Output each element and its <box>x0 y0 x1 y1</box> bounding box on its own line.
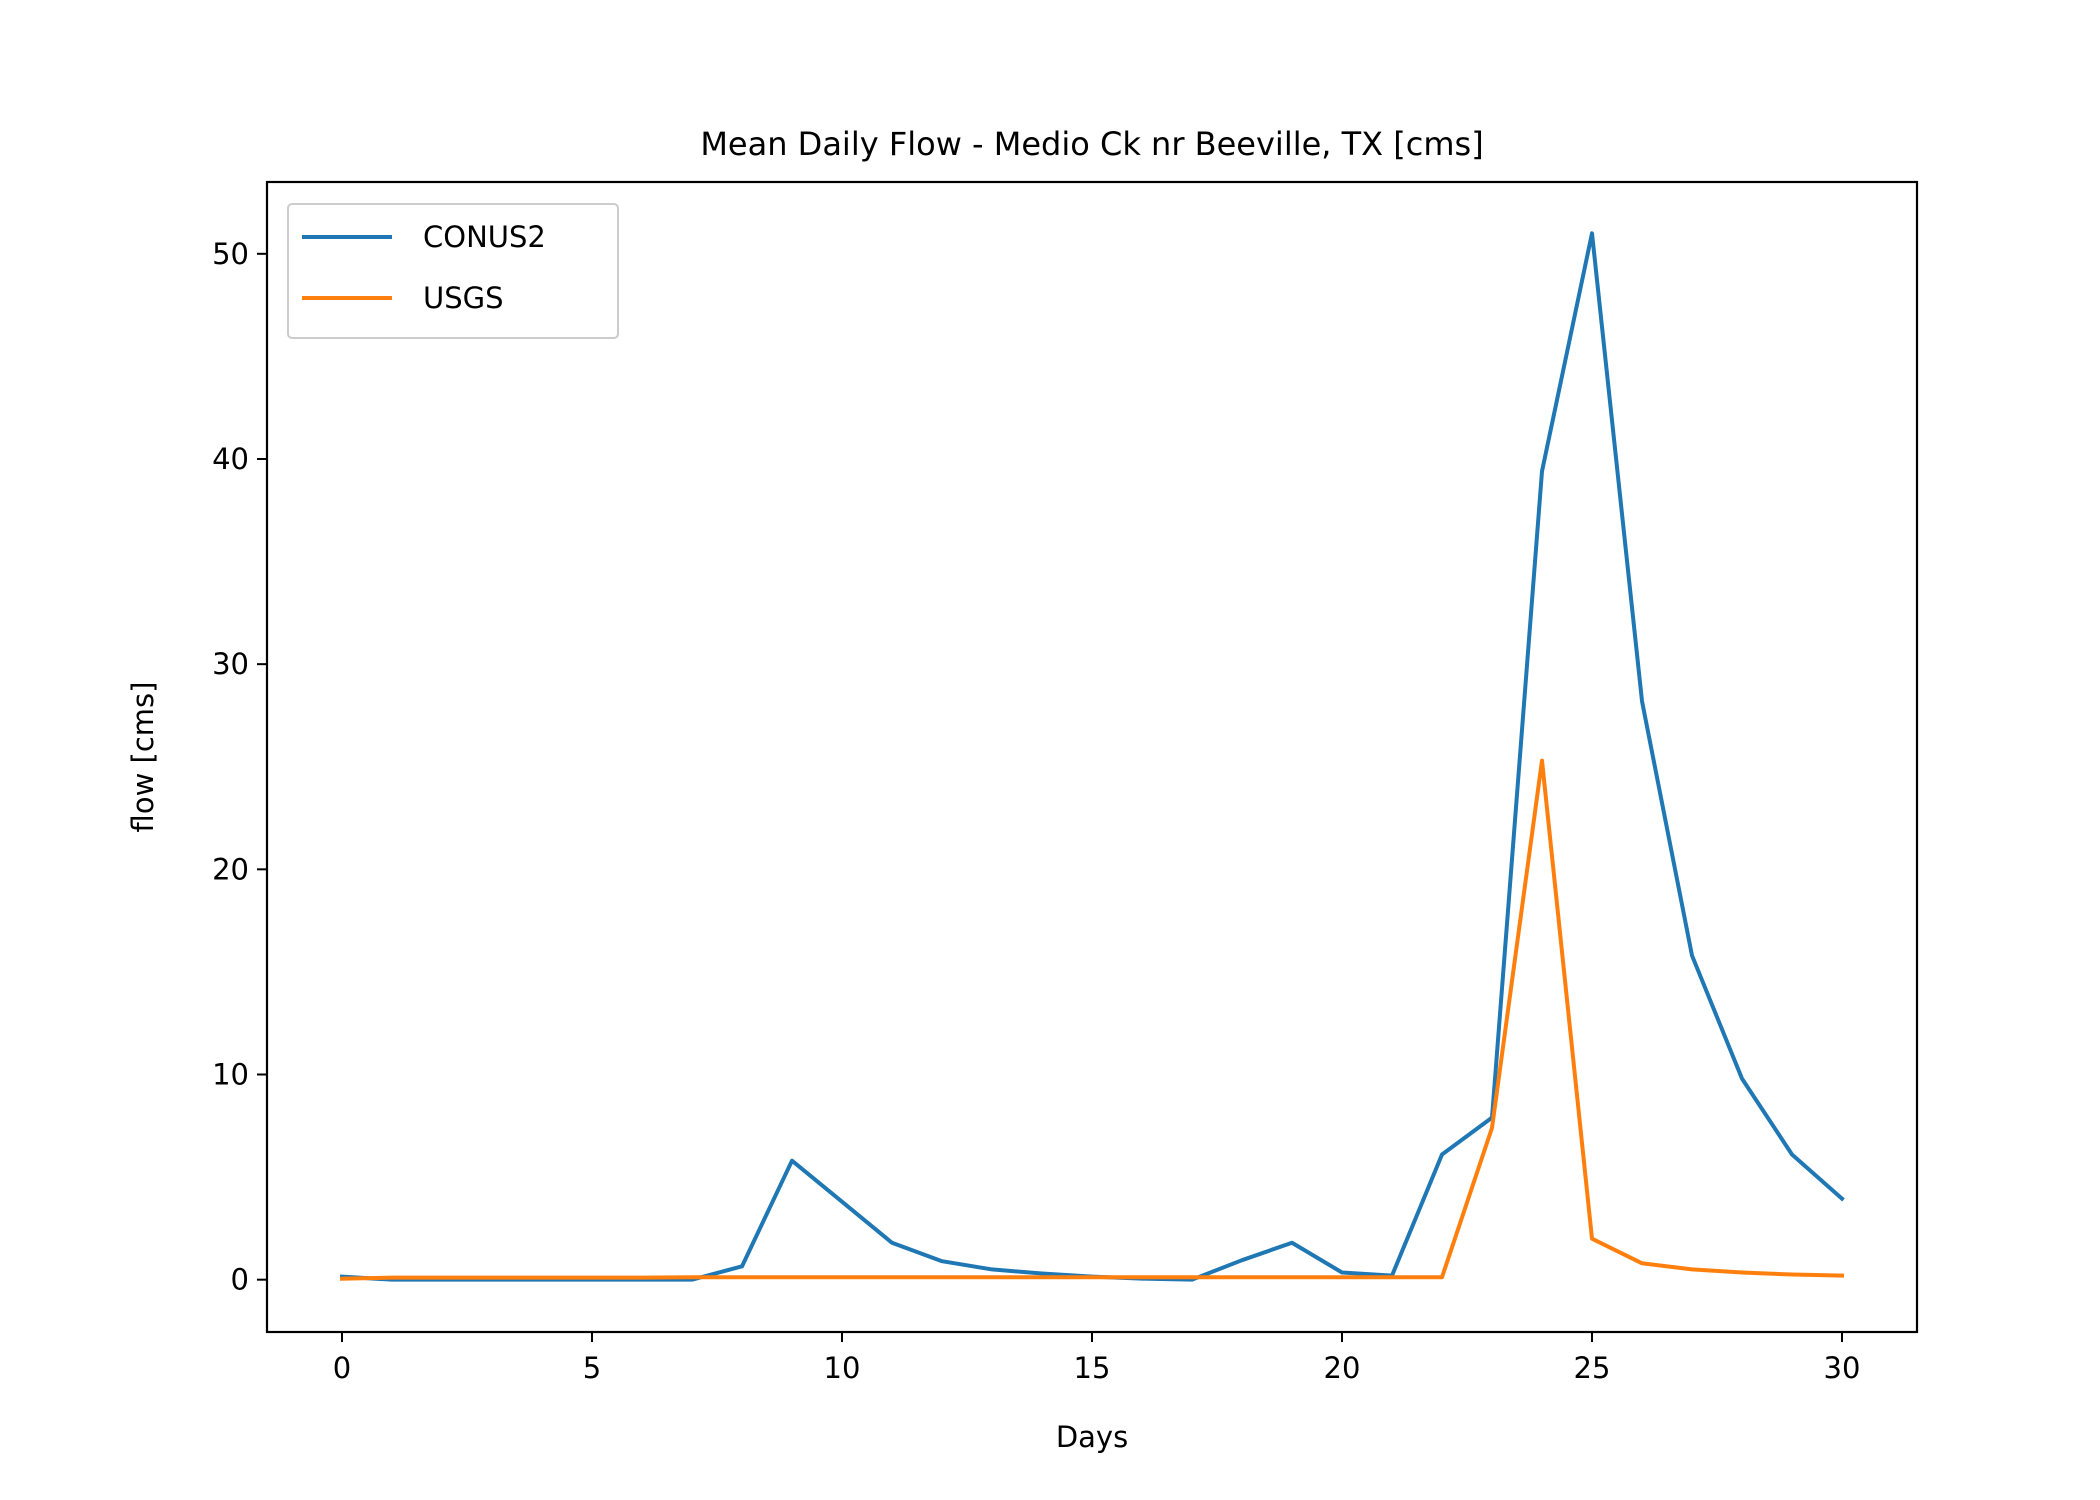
x-tick-label: 0 <box>333 1351 351 1385</box>
x-tick-label: 30 <box>1824 1351 1861 1385</box>
x-tick-label: 25 <box>1574 1351 1611 1385</box>
y-tick-label: 30 <box>212 647 249 681</box>
x-tick-label: 5 <box>583 1351 601 1385</box>
y-tick-label: 10 <box>212 1058 249 1092</box>
y-tick-label: 50 <box>212 237 249 271</box>
x-tick-label: 20 <box>1324 1351 1361 1385</box>
x-tick-label: 10 <box>824 1351 861 1385</box>
y-tick-label: 0 <box>231 1263 249 1297</box>
y-axis-label: flow [cms] <box>126 682 160 833</box>
x-axis-label: Days <box>1056 1420 1128 1454</box>
plot-area <box>339 231 1845 1282</box>
y-tick-label: 20 <box>212 852 249 886</box>
y-tick-label: 40 <box>212 442 249 476</box>
legend-label-usgs: USGS <box>423 281 504 315</box>
series-line-usgs <box>339 758 1845 1281</box>
x-axis: 0 5 10 15 20 25 30 <box>333 1332 1861 1385</box>
legend: CONUS2 USGS <box>287 203 619 339</box>
y-axis: 0 10 20 30 40 50 <box>212 237 267 1297</box>
chart-title: Mean Daily Flow - Medio Ck nr Beeville, … <box>700 125 1483 163</box>
legend-label-conus2: CONUS2 <box>423 220 546 254</box>
x-tick-label: 15 <box>1074 1351 1111 1385</box>
